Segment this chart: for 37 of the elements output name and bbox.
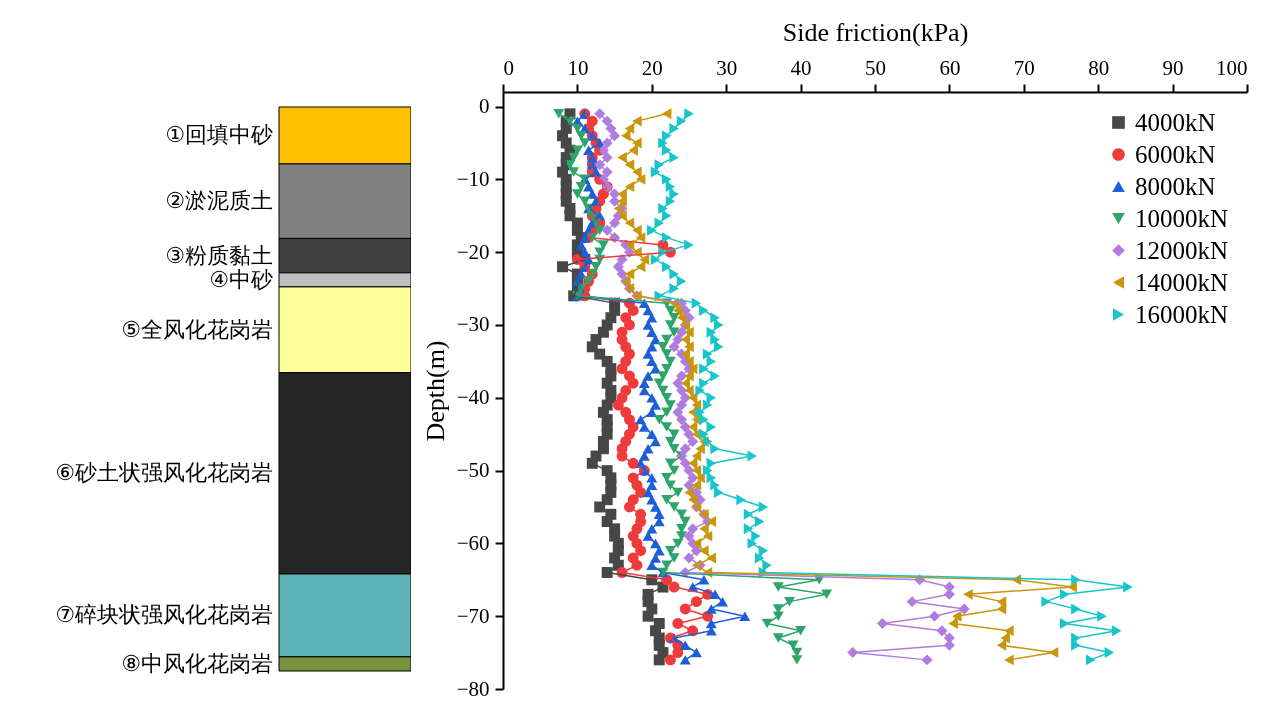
series-label: ③粉质黏土 <box>165 242 273 268</box>
y-tick-label: −40 <box>456 385 490 410</box>
x-tick-label: 90 <box>1162 55 1184 80</box>
series-label: ⑧中风化花岗岩 <box>121 650 273 676</box>
x-tick-label: 20 <box>641 55 663 80</box>
y-tick-label: −20 <box>456 239 490 264</box>
x-tick-label: 0 <box>503 55 514 80</box>
x-tick-label: 100 <box>1216 55 1248 80</box>
series-label: ④中砂 <box>209 266 273 292</box>
x-tick-label: 30 <box>716 55 738 80</box>
x-tick-label: 80 <box>1088 55 1110 80</box>
series-label: ⑤全风化花岗岩 <box>121 316 273 342</box>
y-tick-label: −50 <box>456 458 490 483</box>
series-label: ②淤泥质土 <box>165 188 273 214</box>
y-axis-title: Depth(m) <box>420 340 450 442</box>
series-label: ⑥砂土状强风化花岗岩 <box>55 460 273 486</box>
legend-label: 14000kN <box>1135 268 1229 296</box>
y-tick-label: −30 <box>456 312 490 337</box>
series-label: ⑦碎块状强风化花岗岩 <box>55 602 273 628</box>
x-tick-label: 10 <box>567 55 589 80</box>
series-label: ①回填中砂 <box>165 122 273 148</box>
x-axis-title: Side friction(kPa) <box>782 17 969 47</box>
legend-label: 4000kN <box>1135 108 1216 136</box>
legend-label: 16000kN <box>1135 300 1229 328</box>
y-tick-label: −10 <box>456 166 490 191</box>
y-tick-label: 0 <box>479 94 490 119</box>
x-tick-label: 50 <box>865 55 886 80</box>
y-tick-label: −70 <box>456 603 490 628</box>
x-tick-label: 70 <box>1013 55 1035 80</box>
legend-label: 8000kN <box>1135 172 1216 200</box>
legend-label: 10000kN <box>1135 204 1229 232</box>
legend-label: 6000kN <box>1135 140 1216 168</box>
x-tick-label: 40 <box>790 55 812 80</box>
y-tick-label: −80 <box>456 676 490 701</box>
y-tick-label: −60 <box>456 530 490 555</box>
legend-label: 12000kN <box>1135 236 1229 264</box>
x-tick-label: 60 <box>939 55 961 80</box>
